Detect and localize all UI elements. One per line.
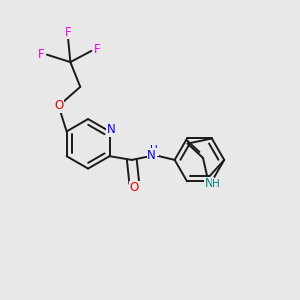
Text: O: O	[130, 182, 139, 194]
Text: N: N	[106, 123, 115, 136]
Text: N: N	[147, 149, 156, 162]
Text: F: F	[38, 48, 45, 61]
Text: F: F	[94, 43, 100, 56]
Text: N: N	[205, 177, 214, 190]
Text: H: H	[212, 179, 220, 189]
Text: O: O	[55, 99, 64, 112]
Text: H: H	[150, 145, 158, 155]
Text: F: F	[64, 26, 71, 39]
